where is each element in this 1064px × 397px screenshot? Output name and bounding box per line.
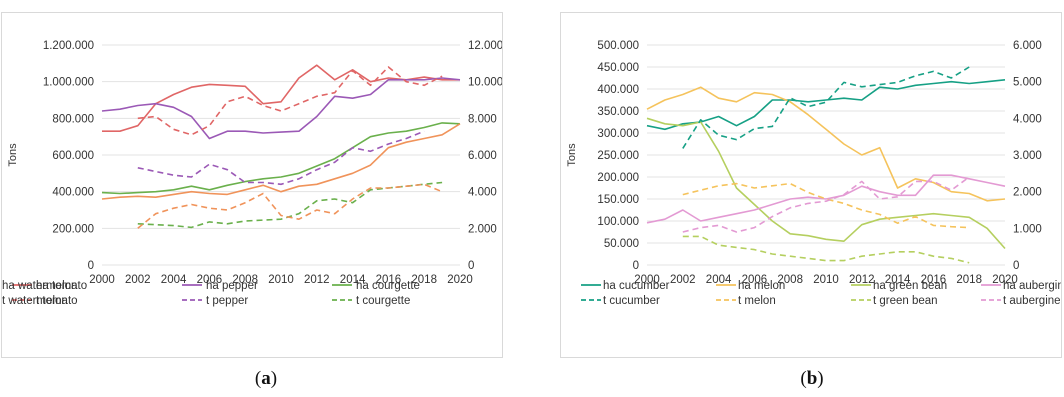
legend-label-ha-tomato: ha tomato <box>36 280 87 292</box>
caption-b: (b) <box>800 368 824 389</box>
y2-tick-label: 3.000 <box>1013 150 1042 162</box>
x-tick-label: 2008 <box>777 274 803 286</box>
chart-panel-a: 0 200.000 400.000 600.000 800.000 1.000.000 1.… <box>1 12 503 358</box>
y-axis-label: Tons <box>7 143 19 167</box>
y-tick-label: 450.000 <box>597 62 639 74</box>
y-tick-label: 350.000 <box>597 106 639 118</box>
legend-label-t-tomato: t tomato <box>36 295 78 307</box>
x-tick-label: 2016 <box>921 274 947 286</box>
legend-label-t-courgette: t courgette <box>356 295 410 307</box>
legend-label-t-pepper: t pepper <box>206 295 248 307</box>
y-tick-label: 150.000 <box>597 194 639 206</box>
x-tick-label: 2000 <box>634 274 660 286</box>
y-tick-label: 0 <box>633 260 639 272</box>
y-tick-label: 300.000 <box>597 128 639 140</box>
series-line-t-tomato <box>137 66 443 136</box>
x-tick-label: 2010 <box>268 274 294 286</box>
y-tick-label: 50.000 <box>604 238 639 250</box>
series-line-ha-tomato <box>102 64 460 132</box>
x-tick-label: 2020 <box>447 274 473 286</box>
legend-label-ha-aubergine: ha aubergine <box>1003 280 1061 292</box>
x-tick-label: 2006 <box>197 274 223 286</box>
y2-tick-label: 10.000 <box>468 77 502 89</box>
y-tick-label: 800.000 <box>52 113 94 125</box>
y-tick-label: 500.000 <box>597 40 639 52</box>
y-axis-label: Tons <box>566 143 578 167</box>
y-tick-label: 400.000 <box>597 84 639 96</box>
x-tick-label: 2006 <box>742 274 768 286</box>
y-tick-label: 200.000 <box>597 172 639 184</box>
y-tick-label: 100.000 <box>597 216 639 228</box>
legend-label-ha-pepper: ha pepper <box>206 280 258 292</box>
series-line-ha-green-bean <box>646 117 1006 250</box>
legend-label-t-watermelon: t watermelon <box>2 295 68 307</box>
y-tick-label: 250.000 <box>597 150 639 162</box>
y2-tick-label: 0 <box>468 260 474 272</box>
chart-panel-b: 0 50.000 100.000 150.000 200.000 250.000 300.0… <box>560 12 1062 358</box>
x-tick-label: 2018 <box>956 274 982 286</box>
chart-a-svg: 0 200.000 400.000 600.000 800.000 1.000.000 1.… <box>2 40 502 307</box>
series-line-ha-watermelon <box>101 123 461 200</box>
x-tick-label: 2000 <box>89 274 115 286</box>
x-tick-label: 2014 <box>340 274 366 286</box>
legend-label-t-aubergine: t aubergine <box>1003 295 1061 307</box>
y2-tick-label: 4.000 <box>468 187 497 199</box>
y2-tick-label: 2.000 <box>468 223 497 235</box>
x-tick-label: 2016 <box>376 274 402 286</box>
series-line-t-cucumber <box>682 66 970 149</box>
y-tick-label: 600.000 <box>52 150 94 162</box>
x-tick-label: 2004 <box>706 274 732 286</box>
y-tick-label: 1.000.000 <box>43 77 94 89</box>
y2-tick-label: 6.000 <box>468 150 497 162</box>
y2-tick-label: 5.000 <box>1013 77 1042 89</box>
legend-label-ha-melon: ha melon <box>738 280 785 292</box>
series-line-t-watermelon <box>137 183 443 229</box>
series-line-ha-courgette <box>101 122 461 195</box>
legend-label-ha-courgette: ha courgette <box>356 280 420 292</box>
x-tick-label: 2012 <box>304 274 330 286</box>
y-tick-label: 0 <box>88 260 94 272</box>
series-line-t-pepper <box>137 130 425 186</box>
series-line-ha-melon <box>646 86 1006 202</box>
series-line-t-green-bean <box>682 235 970 264</box>
x-tick-label: 2004 <box>161 274 187 286</box>
y2-tick-label: 4.000 <box>1013 113 1042 125</box>
x-tick-label: 2002 <box>670 274 696 286</box>
y2-tick-label: 1.000 <box>1013 223 1042 235</box>
x-tick-label: 2014 <box>885 274 911 286</box>
legend-label-t-melon: t melon <box>738 295 776 307</box>
y-tick-label: 400.000 <box>52 187 94 199</box>
y-tick-label: 1.200.000 <box>43 40 94 52</box>
series-line-ha-cucumber <box>646 79 1006 131</box>
y-tick-label: 200.000 <box>52 223 94 235</box>
legend-label-t-cucumber: t cucumber <box>603 295 660 307</box>
y2-tick-label: 2.000 <box>1013 187 1042 199</box>
x-tick-label: 2020 <box>992 274 1018 286</box>
legend-label-ha-green-bean: ha green bean <box>873 280 947 292</box>
caption-a: (a) <box>254 368 278 389</box>
series-line-ha-pepper <box>101 77 461 140</box>
x-tick-label: 2008 <box>232 274 258 286</box>
y2-tick-label: 12.000 <box>468 40 502 52</box>
legend-label-ha-cucumber: ha cucumber <box>603 280 670 292</box>
y2-tick-label: 8.000 <box>468 113 497 125</box>
y2-tick-label: 6.000 <box>1013 40 1042 52</box>
series-line-ha-aubergine <box>646 174 1006 224</box>
x-tick-label: 2012 <box>849 274 875 286</box>
series-line-t-melon <box>682 182 970 229</box>
x-tick-label: 2002 <box>125 274 151 286</box>
y2-tick-label: 0 <box>1013 260 1019 272</box>
y2-axis-label: Hectares <box>1060 133 1061 178</box>
chart-b-svg: 0 50.000 100.000 150.000 200.000 250.000 300.0… <box>566 40 1061 307</box>
x-tick-label: 2018 <box>411 274 437 286</box>
legend-label-ha-watermelon: ha watermelon <box>2 280 77 292</box>
x-tick-label: 2010 <box>813 274 839 286</box>
legend-label-t-green-bean: t green bean <box>873 295 938 307</box>
series-line-t-aubergine <box>682 176 970 233</box>
